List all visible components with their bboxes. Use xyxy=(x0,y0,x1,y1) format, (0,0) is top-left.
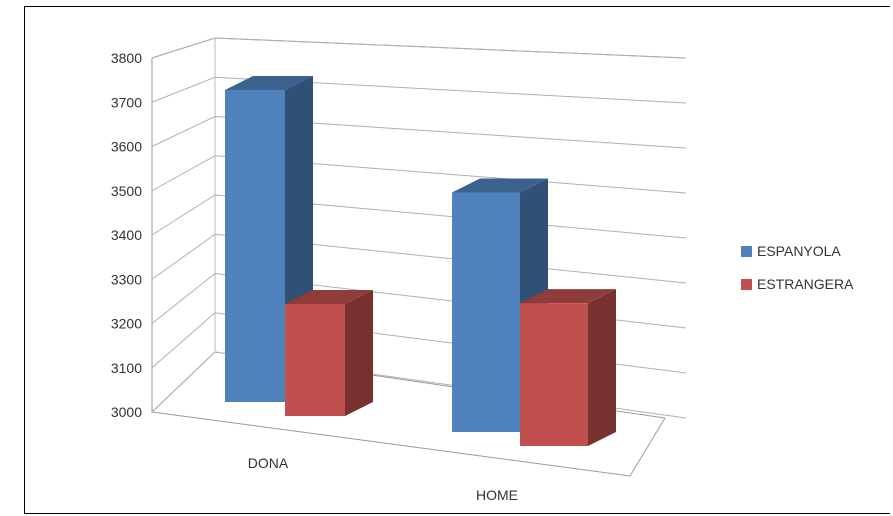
bar-top-espanyola-home xyxy=(452,178,548,193)
y-tick-label: 3700 xyxy=(111,94,142,110)
y-tick-label: 3800 xyxy=(111,50,142,66)
bar-espanyola-dona xyxy=(225,90,285,402)
gridline xyxy=(151,37,687,59)
x-axis-categories: DONA HOME xyxy=(248,455,518,503)
bar-side-estrangera-home xyxy=(588,289,616,446)
bar-estrangera-dona xyxy=(285,303,345,416)
bar-estrangera-home xyxy=(520,303,588,446)
bars xyxy=(225,76,616,446)
legend-swatch-espanyola xyxy=(741,246,752,257)
y-tick-label: 3100 xyxy=(111,360,142,376)
bar-espanyola-home xyxy=(452,192,520,432)
y-tick-label: 3200 xyxy=(111,316,142,332)
legend-label-espanyola: ESPANYOLA xyxy=(757,243,841,259)
bar-top-estrangera-dona xyxy=(285,289,373,304)
legend: ESPANYOLA ESTRANGERA xyxy=(741,243,854,292)
y-axis-ticks: 3000 3100 3200 3300 3400 3500 3600 3700 3800 xyxy=(111,50,142,420)
y-tick-label: 3500 xyxy=(111,183,142,199)
category-label-home: HOME xyxy=(476,487,518,503)
gridline xyxy=(151,115,687,149)
category-label-dona: DONA xyxy=(248,455,289,471)
bar-top-espanyola-dona xyxy=(225,76,313,90)
bar-side-estrangera-dona xyxy=(345,289,373,416)
y-tick-label: 3600 xyxy=(111,139,142,155)
legend-label-estrangera: ESTRANGERA xyxy=(757,276,854,292)
y-tick-label: 3300 xyxy=(111,271,142,287)
y-tick-label: 3000 xyxy=(111,404,142,420)
bar-top-estrangera-home xyxy=(520,289,616,304)
gridline xyxy=(151,76,687,104)
y-tick-label: 3400 xyxy=(111,227,142,243)
legend-swatch-estrangera xyxy=(741,279,752,290)
